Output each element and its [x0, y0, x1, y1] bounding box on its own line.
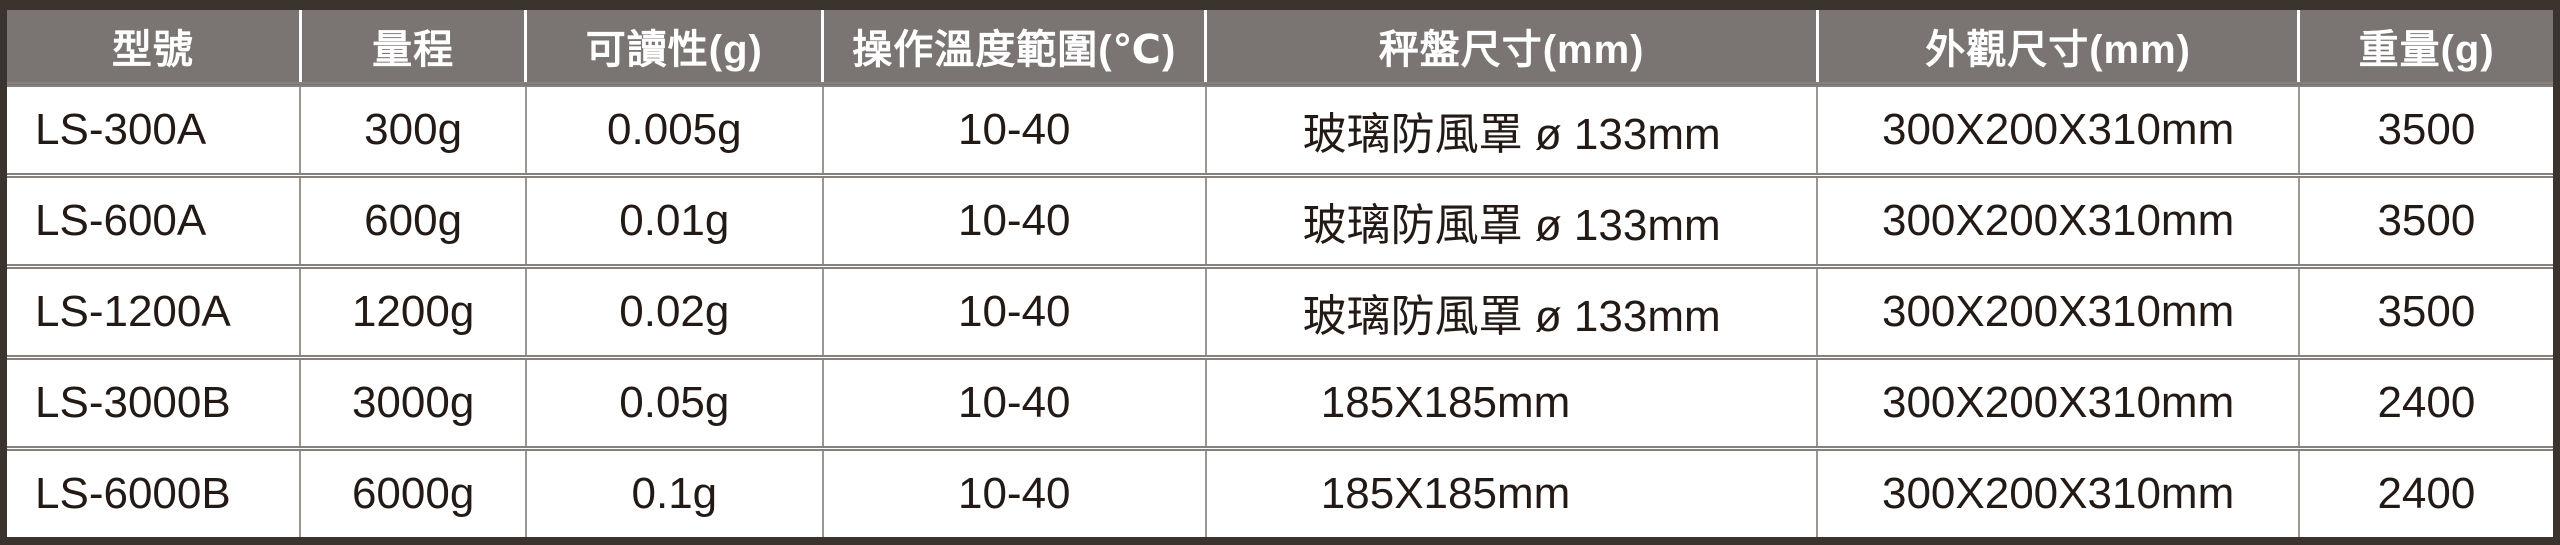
header-cell-weight: 重量(g) — [2298, 5, 2557, 85]
cell-model: LS-300A — [3, 82, 302, 176]
table-body: LS-300A 300g 0.005g 10-40 玻璃防風罩 ø 133mm … — [3, 82, 2557, 541]
cell-temp-range: 10-40 — [822, 264, 1207, 358]
table-row: LS-1200A 1200g 0.02g 10-40 玻璃防風罩 ø 133mm… — [3, 264, 2557, 358]
table-row: LS-300A 300g 0.005g 10-40 玻璃防風罩 ø 133mm … — [3, 82, 2557, 176]
cell-temp-range: 10-40 — [822, 173, 1207, 267]
header-cell-dimensions: 外觀尺寸(mm) — [1817, 5, 2301, 85]
cell-capacity: 1200g — [300, 264, 527, 358]
cell-weight: 3500 — [2298, 264, 2557, 358]
cell-readability: 0.02g — [525, 264, 824, 358]
table-header: 型號 量程 可讀性(g) 操作溫度範圍(℃) 秤盤尺寸(mm) 外觀尺寸(mm)… — [3, 5, 2557, 85]
cell-temp-range: 10-40 — [822, 355, 1207, 449]
table-row: LS-600A 600g 0.01g 10-40 玻璃防風罩 ø 133mm 3… — [3, 173, 2557, 267]
cell-pan-size: 185X185mm — [1205, 446, 1819, 541]
table-row: LS-3000B 3000g 0.05g 10-40 185X185mm 300… — [3, 355, 2557, 449]
cell-readability: 0.1g — [525, 446, 824, 541]
cell-readability: 0.005g — [525, 82, 824, 176]
header-cell-model: 型號 — [3, 5, 302, 85]
cell-weight: 2400 — [2298, 446, 2557, 541]
cell-readability: 0.01g — [525, 173, 824, 267]
cell-dimensions: 300X200X310mm — [1817, 173, 2300, 267]
table-row: LS-6000B 6000g 0.1g 10-40 185X185mm 300X… — [3, 446, 2557, 541]
cell-dimensions: 300X200X310mm — [1817, 446, 2300, 541]
cell-temp-range: 10-40 — [822, 82, 1207, 176]
cell-pan-size: 玻璃防風罩 ø 133mm — [1205, 264, 1819, 358]
header-cell-capacity: 量程 — [300, 5, 528, 85]
cell-weight: 2400 — [2298, 355, 2557, 449]
cell-model: LS-1200A — [3, 264, 302, 358]
cell-model: LS-3000B — [3, 355, 302, 449]
cell-model: LS-6000B — [3, 446, 302, 541]
cell-dimensions: 300X200X310mm — [1817, 264, 2300, 358]
cell-pan-size: 玻璃防風罩 ø 133mm — [1205, 173, 1819, 267]
cell-weight: 3500 — [2298, 173, 2557, 267]
cell-capacity: 6000g — [300, 446, 527, 541]
cell-pan-size: 玻璃防風罩 ø 133mm — [1205, 82, 1819, 176]
cell-weight: 3500 — [2298, 82, 2557, 176]
cell-capacity: 300g — [300, 82, 527, 176]
header-cell-temp-range: 操作溫度範圍(℃) — [822, 5, 1208, 85]
cell-capacity: 600g — [300, 173, 527, 267]
cell-temp-range: 10-40 — [822, 446, 1207, 541]
header-cell-pan-size: 秤盤尺寸(mm) — [1205, 5, 1819, 85]
cell-readability: 0.05g — [525, 355, 824, 449]
cell-dimensions: 300X200X310mm — [1817, 82, 2300, 176]
cell-model: LS-600A — [3, 173, 302, 267]
cell-pan-size: 185X185mm — [1205, 355, 1819, 449]
header-cell-readability: 可讀性(g) — [525, 5, 825, 85]
header-row: 型號 量程 可讀性(g) 操作溫度範圍(℃) 秤盤尺寸(mm) 外觀尺寸(mm)… — [3, 5, 2557, 85]
cell-dimensions: 300X200X310mm — [1817, 355, 2300, 449]
cell-capacity: 3000g — [300, 355, 527, 449]
